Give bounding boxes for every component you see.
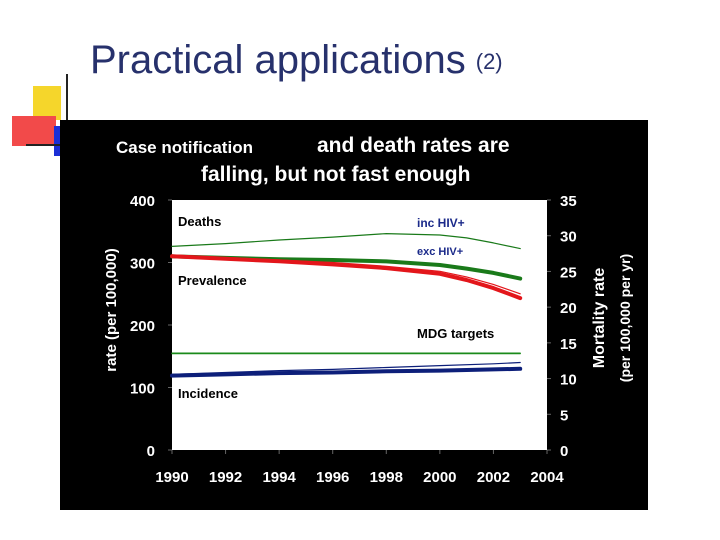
y-right-tick-label: 25: [560, 264, 577, 281]
x-tick-label: 1994: [262, 469, 296, 486]
y-right-tick-label: 0: [560, 443, 568, 460]
y-right-tick-label: 30: [560, 229, 577, 246]
x-tick-label: 2002: [477, 469, 510, 486]
x-tick-label: 2000: [423, 469, 456, 486]
slide-title-text: Practical applications: [90, 38, 466, 82]
y-right-tick-label: 20: [560, 300, 577, 317]
x-tick-label: 1996: [316, 469, 349, 486]
y-left-tick-label: 100: [130, 381, 155, 398]
series-line-prevalence-upper: [171, 254, 521, 295]
y-left-tick-label: 0: [147, 443, 155, 460]
slide-title: Practical applications (2): [90, 38, 503, 83]
chart-title-part2: and death rates are: [317, 134, 510, 157]
label-incidence: Incidence: [178, 386, 238, 401]
y-left-tick-label: 300: [130, 256, 155, 273]
y-left-tick-label: 400: [130, 193, 155, 210]
series-line-prevalence: [170, 254, 523, 301]
chart-title-part1: Case notification: [116, 138, 253, 157]
y-axis-right-label-line2: (per 100,000 per yr): [617, 254, 633, 382]
y-axis-right-label-line1: Mortality rate: [591, 268, 608, 369]
label-prevalence: Prevalence: [178, 273, 247, 288]
y-right-tick-label: 10: [560, 372, 577, 389]
y-right-tick-label: 35: [560, 193, 577, 210]
label-inc-hiv: inc HIV+: [417, 216, 465, 230]
plot-area: [172, 200, 547, 450]
y-right-tick-label: 15: [560, 336, 577, 353]
x-tick-label: 1990: [155, 469, 188, 486]
y-right-tick-label: 5: [560, 407, 568, 424]
label-exc-hiv: exc HIV+: [417, 246, 463, 258]
chart-svg: 0 100 200 300 400 0 5 10 15 20 25 30 35 1990 1992 1994 1…: [103, 134, 633, 486]
label-mdg-targets: MDG targets: [417, 326, 494, 341]
chart-title-line2: falling, but not fast enough: [201, 163, 470, 186]
decoration-yellow-square: [33, 86, 61, 120]
decoration-vertical-line: [66, 74, 68, 162]
decoration-red-square: [12, 116, 56, 146]
series-line-deaths-inc-hiv: [171, 232, 521, 250]
label-deaths: Deaths: [178, 214, 221, 229]
x-tick-label: 1992: [209, 469, 242, 486]
y-axis-left-label: rate (per 100,000): [103, 248, 120, 371]
decoration-horizontal-line: [26, 144, 70, 146]
series-line-incidence: [170, 366, 523, 378]
series-line-incidence-upper: [171, 361, 521, 375]
slide-title-suffix: (2): [475, 49, 503, 75]
chart-panel: 0 100 200 300 400 0 5 10 15 20 25 30 35 1990 1992 1994 1…: [60, 120, 648, 510]
x-tick-label: 1998: [370, 469, 403, 486]
y-left-tick-label: 200: [130, 318, 155, 335]
x-tick-label: 2004: [530, 469, 564, 486]
